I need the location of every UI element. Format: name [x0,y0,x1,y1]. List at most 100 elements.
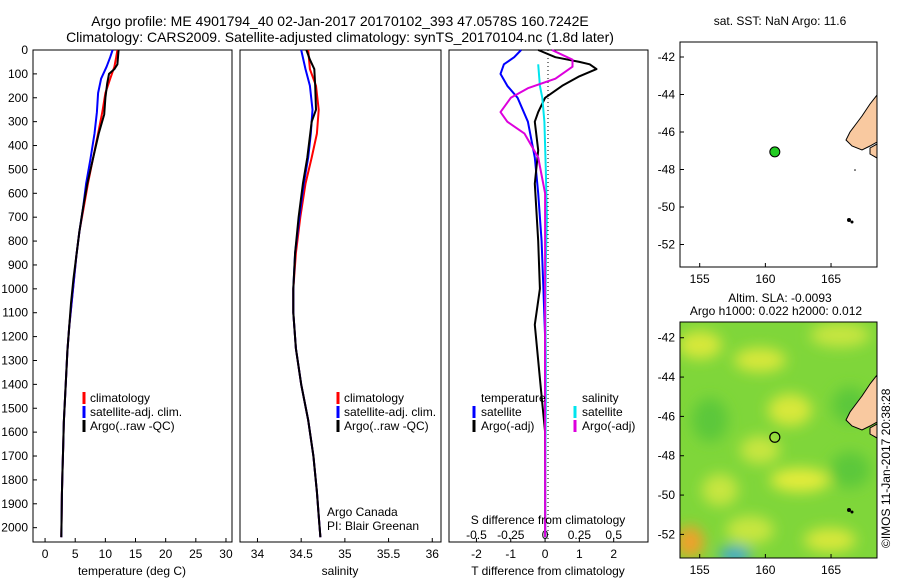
depth-tick-label: 1900 [1,497,28,511]
depth-tick-label: 1500 [1,401,28,415]
depth-tick-label: 1100 [2,306,28,320]
depth-tick-label: 1800 [1,473,28,487]
lat-tick-label: -42 [658,331,676,345]
lat-tick-label: -46 [658,409,676,423]
x-tick-label: 1 [576,547,583,561]
depth-tick-label: 400 [8,139,28,153]
imos-credit: ©IMOS 11-Jan-2017 20:38:28 [879,388,893,548]
legend-argo: Argo(..raw -QC) [90,419,175,433]
lat-tick-label: -52 [658,238,676,252]
legend-salinity-title: salinity [582,391,619,405]
depth-tick-label: 100 [8,67,28,81]
legend-s-satellite: satellite [582,405,623,419]
legend-climatology: climatology [344,391,404,405]
series-line-argo-raw-qc- [60,49,120,538]
sla-x-axis: 155 160 165 [690,554,841,577]
lon-tick-label: 155 [690,272,710,286]
annotation-pi: PI: Blair Greenan [327,519,419,533]
depth-tick-label: 1700 [1,449,28,463]
temperature-panel: 0100200300400500600700800900100011001200… [1,43,233,578]
salinity-x-axis: 34 34.5 35 35.5 36 [251,538,439,561]
sst-map-panel: sat. SST: NaN Argo: 11.6 155 160 165 -42 -4… [658,14,878,286]
x-tick-label: -1 [505,547,516,561]
depth-tick-label: 1300 [1,353,28,367]
lat-tick-label: -50 [658,488,676,502]
sla-subtitle: Argo h1000: 0.022 h2000: 0.012 [690,304,862,318]
series-line-argo-raw-qc- [292,49,322,538]
legend-t-satellite: satellite [481,405,522,419]
depth-tick-label: 500 [8,162,28,176]
lon-tick-label: 160 [755,563,775,577]
lat-tick-label: -44 [658,370,676,384]
x-tick-label: 30 [219,547,233,561]
lat-tick-label: -48 [658,163,676,177]
annotation-argo-canada: Argo Canada [327,505,398,519]
s-tick-label: 0.5 [605,528,622,542]
legend-argo: Argo(..raw -QC) [344,419,429,433]
lat-tick-label: -52 [658,527,676,541]
lon-tick-label: 165 [821,272,841,286]
depth-tick-label: 1200 [1,330,28,344]
sst-title: sat. SST: NaN Argo: 11.6 [714,14,847,28]
depth-tick-label: 700 [8,210,28,224]
lat-tick-label: -44 [658,88,676,102]
depth-tick-label: 1400 [1,377,28,391]
series-line-s-argo-adj- [499,49,574,538]
depth-tick-label: 2000 [1,521,28,535]
difference-legend-temperature: temperature satellite Argo(-adj) [472,391,546,433]
lat-tick-label: -48 [658,449,676,463]
legend-t-argo: Argo(-adj) [481,419,534,433]
sla-argo-marker [769,431,781,443]
t-difference-axis: -2 -1 0 1 2 [471,538,617,561]
lat-tick-label: -42 [658,50,676,64]
header-line-1: Argo profile: ME 4901794_40 02-Jan-2017 … [91,13,589,29]
sla-map-panel: Altim. SLA: -0.0093 Argo h1000: 0.022 h2… [658,291,893,577]
x-tick-label: 0 [542,547,549,561]
sst-coastline [845,94,877,224]
s-tick-label: -0.5 [466,528,487,542]
depth-axis: 0 100 200 300 400 500 600 700 800 900 1000 1100 1200… [1,43,37,535]
salinity-x-label: salinity [322,564,359,578]
x-tick-label: 34.5 [289,547,313,561]
depth-tick-label: 1600 [1,425,28,439]
legend-s-argo: Argo(-adj) [582,419,635,433]
depth-tick-label: 800 [8,234,28,248]
lon-tick-label: 160 [755,272,775,286]
sla-title: Altim. SLA: -0.0093 [728,291,832,305]
sst-argo-marker [769,146,781,158]
x-tick-label: 2 [610,547,617,561]
header-line-2: Climatology: CARS2009. Satellite-adjuste… [66,29,614,45]
x-tick-label: 36 [426,547,440,561]
x-tick-label: 35.5 [377,547,401,561]
s-tick-label: 0.25 [568,528,592,542]
salinity-panel: 34 34.5 35 35.5 36 salinity climatology sate… [239,49,442,578]
t-difference-label: T difference from climatology [471,564,625,578]
x-tick-label: 25 [189,547,203,561]
depth-tick-label: 600 [8,186,28,200]
depth-tick-label: 1000 [1,282,28,296]
depth-tick-label: 0 [21,43,28,57]
depth-tick-label: 200 [8,91,28,105]
sst-x-axis: 155 160 165 [690,263,841,286]
x-tick-label: 0 [42,547,49,561]
legend-climatology: climatology [90,391,150,405]
salinity-legend: climatology satellite-adj. clim. Argo(..… [336,391,436,433]
temperature-x-axis: 0 5 10 15 20 25 30 [42,538,233,561]
sla-y-axis: -42 -44 -46 -48 -50 -52 [658,331,684,541]
depth-tick-label: 300 [8,115,28,129]
depth-tick-label: 900 [8,258,28,272]
temperature-legend: climatology satellite-adj. clim. Argo(..… [82,391,182,433]
x-tick-label: -2 [471,547,482,561]
legend-satellite: satellite-adj. clim. [90,405,182,419]
s-difference-label: S difference from climatology [471,513,626,527]
x-tick-label: 20 [159,547,173,561]
lon-tick-label: 165 [821,563,841,577]
difference-legend-salinity: salinity satellite Argo(-adj) [573,391,635,433]
s-tick-label: -0.25 [497,528,525,542]
x-tick-label: 35 [338,547,352,561]
x-tick-label: 5 [72,547,79,561]
legend-satellite: satellite-adj. clim. [344,405,436,419]
lat-tick-label: -46 [658,125,676,139]
lon-tick-label: 155 [690,563,710,577]
